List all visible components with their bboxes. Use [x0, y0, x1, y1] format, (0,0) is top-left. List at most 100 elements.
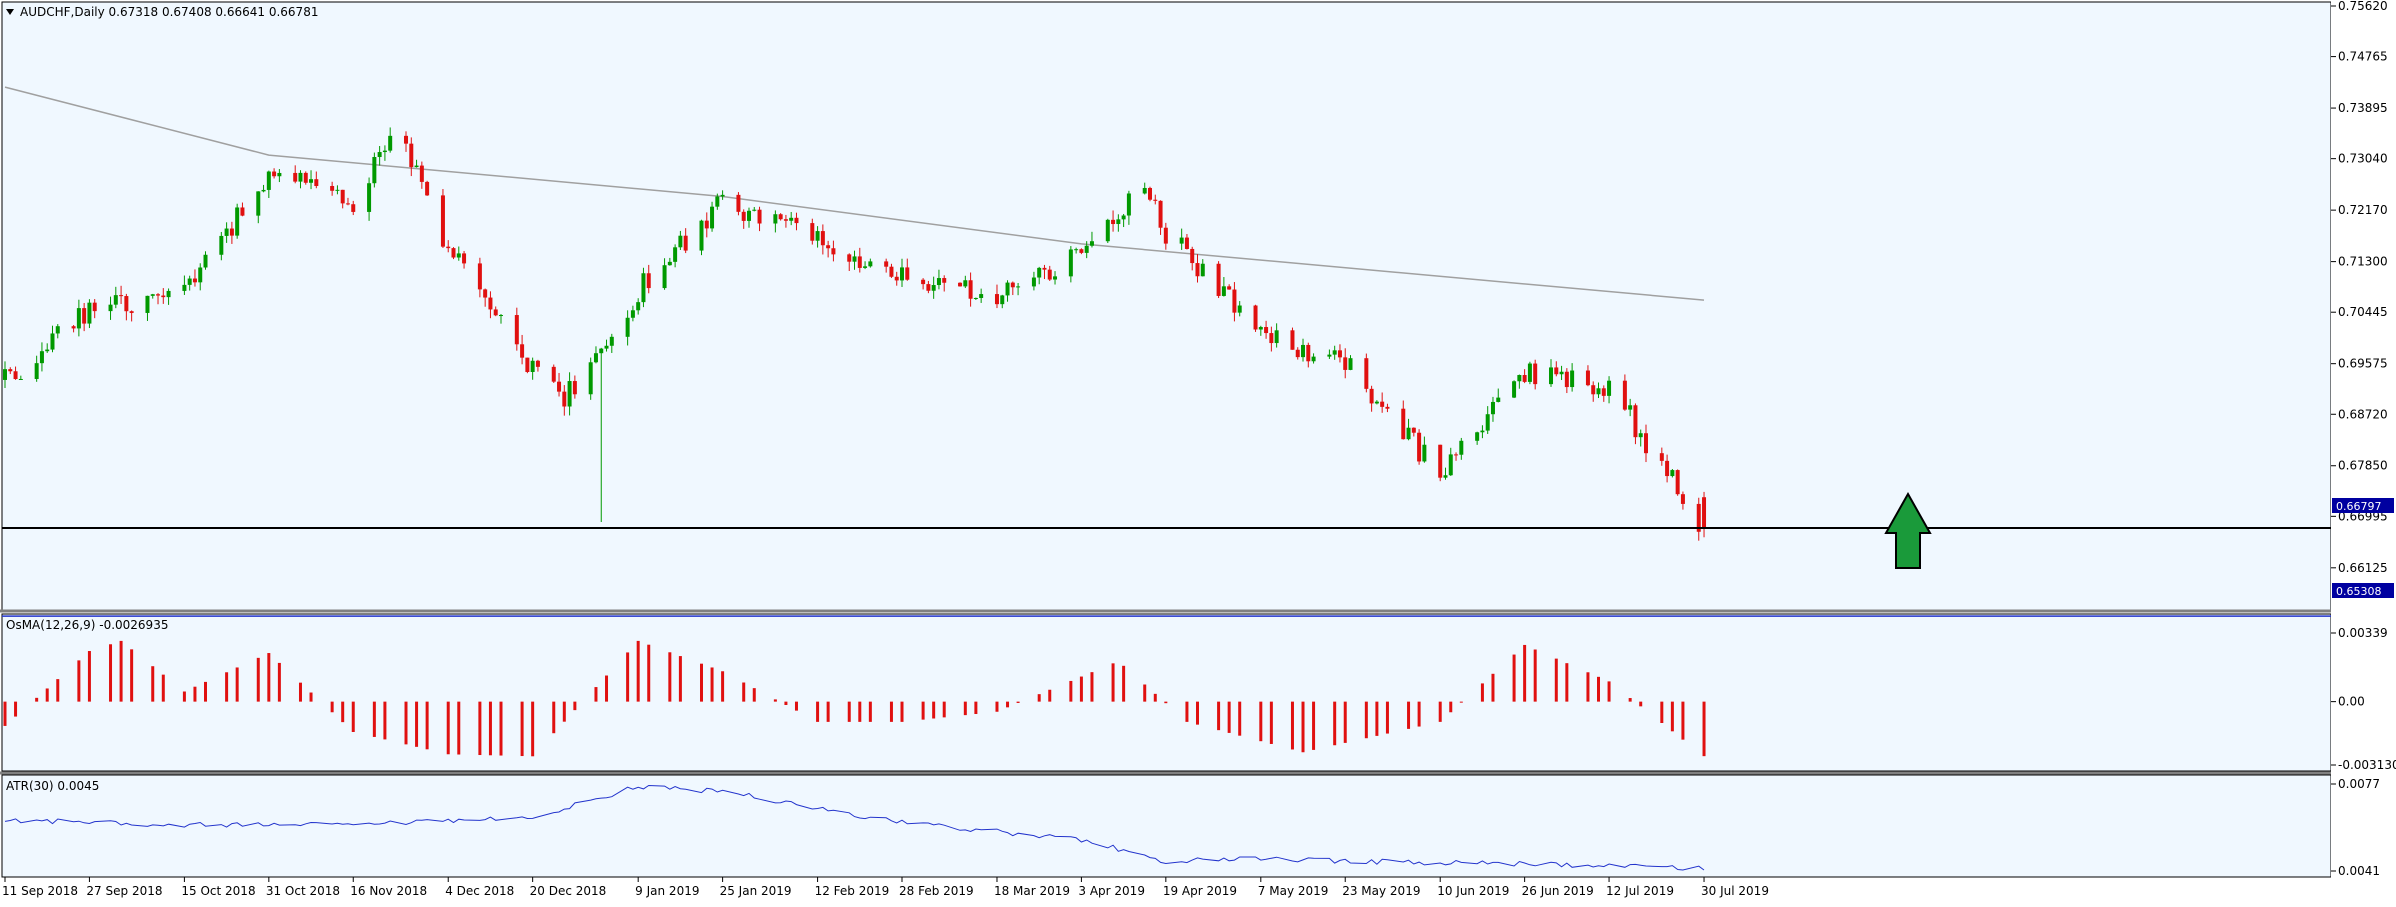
chart-menu-triangle-icon[interactable] — [6, 9, 14, 15]
bull-candle — [530, 360, 535, 372]
bull-candle — [1084, 245, 1089, 253]
bull-candle — [1628, 405, 1633, 410]
atr-label: ATR(30) 0.0045 — [6, 779, 99, 793]
x-tick-label: 16 Nov 2018 — [350, 884, 427, 898]
bull-candle — [34, 363, 39, 379]
bear-candle — [894, 276, 899, 281]
bear-candle — [1195, 263, 1200, 277]
osma-panel[interactable] — [1, 613, 2332, 772]
bear-candle — [783, 219, 788, 221]
bear-candle — [409, 143, 414, 168]
bull-candle — [1016, 286, 1021, 288]
bear-candle — [857, 256, 862, 268]
bull-candle — [678, 235, 683, 248]
bear-candle — [794, 217, 799, 224]
bear-candle — [1696, 503, 1701, 532]
bull-candle — [1301, 344, 1306, 358]
bull-candle — [593, 353, 598, 363]
bear-candle — [92, 302, 97, 312]
bull-candle — [1031, 277, 1036, 287]
y-tick-label: 0.68720 — [2338, 407, 2388, 421]
bull-candle — [298, 172, 303, 182]
x-tick-label: 20 Dec 2018 — [530, 884, 607, 898]
bull-candle — [256, 191, 261, 216]
bear-candle — [1522, 375, 1527, 382]
bear-candle — [1411, 427, 1416, 433]
bull-candle — [636, 302, 641, 311]
bull-candle — [715, 196, 720, 207]
x-tick-label: 18 Mar 2019 — [994, 884, 1070, 898]
bear-candle — [1585, 370, 1590, 386]
x-tick-label: 7 May 2019 — [1258, 884, 1329, 898]
level-badge — [2332, 583, 2394, 598]
y-tick-label: 0.73895 — [2338, 101, 2388, 115]
bear-candle — [229, 228, 234, 236]
bull-candle — [145, 295, 150, 313]
bear-candle — [493, 309, 498, 316]
x-tick-label: 19 Apr 2019 — [1163, 884, 1237, 898]
bear-candle — [1564, 371, 1569, 388]
bull-candle — [815, 231, 820, 241]
bear-candle — [1643, 433, 1648, 454]
bear-candle — [1042, 267, 1047, 270]
chart-header: AUDCHF,Daily 0.67318 0.67408 0.66641 0.6… — [20, 5, 318, 19]
bull-candle — [182, 284, 187, 291]
bear-candle — [440, 195, 445, 247]
bull-candle — [1327, 354, 1332, 357]
bull-candle — [773, 214, 778, 224]
bear-candle — [119, 295, 124, 297]
y-tick-label: 0.66125 — [2338, 561, 2388, 575]
bear-candle — [926, 284, 931, 291]
bear-candle — [1269, 333, 1274, 344]
bull-candle — [335, 189, 340, 191]
atr-line — [4, 784, 1705, 871]
bear-candle — [462, 253, 467, 264]
x-tick-label: 28 Feb 2019 — [899, 884, 974, 898]
y-tick-label: 0.69575 — [2338, 357, 2388, 371]
bull-candle — [1638, 433, 1643, 438]
bear-candle — [1601, 388, 1606, 396]
bull-candle — [18, 378, 23, 380]
x-tick-label: 25 Jan 2019 — [720, 884, 792, 898]
x-tick-label: 3 Apr 2019 — [1078, 884, 1145, 898]
bull-candle — [1126, 193, 1131, 216]
bear-candle — [905, 267, 910, 280]
bull-candle — [1596, 388, 1601, 395]
main-chart-layer — [2, 86, 2331, 617]
bear-candle — [562, 391, 567, 407]
bear-candle — [1622, 380, 1627, 410]
bear-candle — [425, 181, 430, 196]
bull-candle — [1475, 432, 1480, 441]
bear-candle — [446, 246, 451, 249]
bear-candle — [1369, 388, 1374, 404]
bull-candle — [372, 157, 377, 184]
bull-candle — [1490, 401, 1495, 415]
bear-candle — [1264, 327, 1269, 334]
bear-candle — [351, 204, 356, 212]
bull-candle — [973, 297, 978, 299]
y-tick-label: 0.75620 — [2338, 0, 2388, 13]
bull-candle — [261, 189, 266, 192]
main-panel[interactable] — [1, 1, 2332, 611]
bear-candle — [704, 220, 709, 229]
bear-candle — [572, 381, 577, 395]
atr-panel[interactable] — [1, 774, 2332, 878]
x-tick-label: 30 Jul 2019 — [1701, 884, 1769, 898]
y-tick-label: 0.71300 — [2338, 255, 2388, 269]
bear-candle — [303, 172, 308, 183]
bull-candle — [498, 315, 503, 317]
bull-candle — [931, 285, 936, 291]
bull-candle — [1116, 219, 1121, 225]
bull-candle — [1179, 237, 1184, 244]
bear-candle — [483, 289, 488, 298]
bull-candle — [1496, 397, 1501, 402]
bear-candle — [1010, 282, 1015, 288]
x-tick-label: 27 Sep 2018 — [86, 884, 162, 898]
bull-candle — [1000, 295, 1005, 305]
bear-candle — [1401, 408, 1406, 440]
bear-candle — [884, 261, 889, 267]
bear-candle — [161, 295, 166, 298]
x-tick-label: 4 Dec 2018 — [445, 884, 514, 898]
bear-candle — [124, 296, 129, 312]
